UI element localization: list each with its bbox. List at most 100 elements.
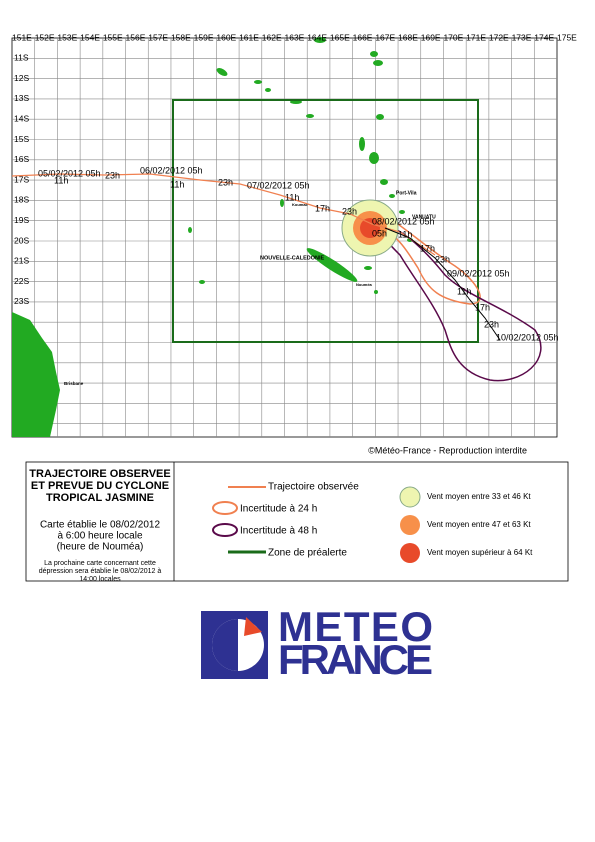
- lat-label: 11S: [14, 53, 29, 63]
- place-label: Koumac: [292, 202, 309, 207]
- legend-item: Incertitude à 24 h: [240, 504, 317, 515]
- legend-wind: Vent moyen entre 33 et 46 Kt: [427, 492, 531, 501]
- lon-label: 166E: [353, 32, 373, 42]
- lon-label: 151E: [12, 32, 32, 42]
- lon-label: 169E: [421, 32, 441, 42]
- lon-label: 160E: [216, 32, 236, 42]
- lat-label: 17S: [14, 174, 29, 184]
- track-label: 23h: [342, 206, 357, 216]
- lon-label: 167E: [375, 32, 395, 42]
- legend-next: dépression sera établie le 08/02/2012 à: [39, 568, 162, 575]
- lat-label: 14S: [14, 113, 29, 123]
- lon-label: 159E: [194, 32, 214, 42]
- lon-label: 168E: [398, 32, 418, 42]
- observed-track: [11, 173, 436, 256]
- lon-label: 162E: [262, 32, 282, 42]
- track-label: 11h: [54, 175, 68, 185]
- place-label: Port-Vila: [396, 190, 417, 196]
- pre-alert-zone: [172, 99, 479, 343]
- legend-item: Zone de préalerte: [268, 548, 347, 559]
- map-labels: 151E 152E 153E 154E 155E 156E 157E 158E 159E 160E…: [12, 32, 577, 386]
- lon-label: 158E: [171, 32, 191, 42]
- lon-label: 164E: [307, 32, 327, 42]
- uncertainty-48h: [373, 221, 542, 382]
- lon-label: 161E: [239, 32, 259, 42]
- logo-text-2: FRANCE: [278, 636, 433, 683]
- track-label: 11h: [398, 229, 412, 239]
- logo: METEO FRANCE: [201, 603, 433, 683]
- lon-label: 163E: [285, 32, 305, 42]
- legend-wind: Vent moyen entre 47 et 63 Kt: [427, 520, 531, 529]
- place-label: Brisbane: [64, 381, 84, 386]
- lon-label: 157E: [148, 32, 168, 42]
- place-label: VANUATU: [412, 214, 436, 220]
- legend-issued: (heure de Nouméa): [57, 542, 144, 553]
- track-label: 17h: [420, 243, 435, 253]
- track-label: 11h: [170, 179, 184, 189]
- place-label: NOUVELLE-CALEDONIE: [260, 255, 325, 261]
- lon-label: 152E: [35, 32, 55, 42]
- lat-label: 18S: [14, 195, 29, 205]
- track-label: 09/02/2012 05h: [447, 268, 510, 278]
- lat-label: 21S: [14, 256, 29, 266]
- lon-label: 171E: [466, 32, 486, 42]
- logo-half: [212, 619, 238, 671]
- track-label: 23h: [484, 319, 499, 329]
- track-label: 11h: [457, 286, 471, 296]
- logo-text-1: METEO: [278, 603, 433, 650]
- track-label: 10/02/2012 05h: [496, 332, 559, 342]
- lon-label: 172E: [489, 32, 509, 42]
- lat-label: 13S: [14, 93, 29, 103]
- lon-label: 154E: [80, 32, 100, 42]
- lon-label: 165E: [330, 32, 350, 42]
- australia: [12, 312, 60, 437]
- lat-label: 12S: [14, 73, 29, 83]
- legend-24h: [212, 501, 238, 515]
- lat-label: 22S: [14, 276, 29, 286]
- lon-label: 175E: [557, 32, 577, 42]
- islands: [188, 37, 413, 294]
- legend-wind-1: [399, 486, 421, 508]
- legend-48h: [212, 523, 238, 537]
- legend-box: [25, 461, 569, 582]
- place-label: Nouméa: [356, 282, 373, 287]
- legend-item: Trajectoire observée: [268, 482, 359, 493]
- track-label: 23h: [218, 177, 233, 187]
- track-label: 08/02/2012 05h: [372, 216, 435, 226]
- lon-label: 155E: [103, 32, 123, 42]
- track-label: 06/02/2012 05h: [140, 165, 203, 175]
- legend-next: 14:00 locales: [79, 576, 121, 583]
- legend-title: TRAJECTOIRE OBSERVEE: [29, 468, 170, 480]
- legend-title: ET PREVUE DU CYCLONE: [31, 480, 169, 492]
- lon-label: 156E: [126, 32, 146, 42]
- lon-label: 153E: [57, 32, 77, 42]
- logo-flag: [244, 617, 262, 636]
- legend-item: Incertitude à 48 h: [240, 526, 317, 537]
- legend-issued: Carte établie le 08/02/2012: [40, 520, 161, 531]
- uncertainty-24h: [371, 221, 481, 305]
- lat-label: 20S: [14, 235, 29, 245]
- lat-label: 19S: [14, 215, 29, 225]
- track-label: 17h: [475, 302, 490, 312]
- legend-wind: Vent moyen supérieur à 64 Kt: [427, 548, 533, 557]
- track-label: 05h: [372, 228, 387, 238]
- lon-label: 174E: [534, 32, 554, 42]
- lat-label: 15S: [14, 134, 29, 144]
- track-label: 07/02/2012 05h: [247, 180, 310, 190]
- track-label: 11h: [285, 192, 299, 202]
- legend-title: TROPICAL JASMINE: [46, 492, 154, 504]
- track-label: 05/02/2012 05h: [38, 168, 101, 178]
- legend-wind-2: [400, 515, 420, 535]
- lat-label: 23S: [14, 296, 29, 306]
- lat-label: 16S: [14, 154, 29, 164]
- legend-next: La prochaine carte concernant cette: [44, 560, 156, 567]
- forecast-track: [384, 227, 501, 341]
- track-label: 23h: [435, 254, 450, 264]
- copyright: ©Météo-France - Reproduction interdite: [368, 445, 527, 455]
- lon-label: 170E: [443, 32, 463, 42]
- wind-64: [360, 218, 380, 238]
- legend-wind-3: [400, 543, 420, 563]
